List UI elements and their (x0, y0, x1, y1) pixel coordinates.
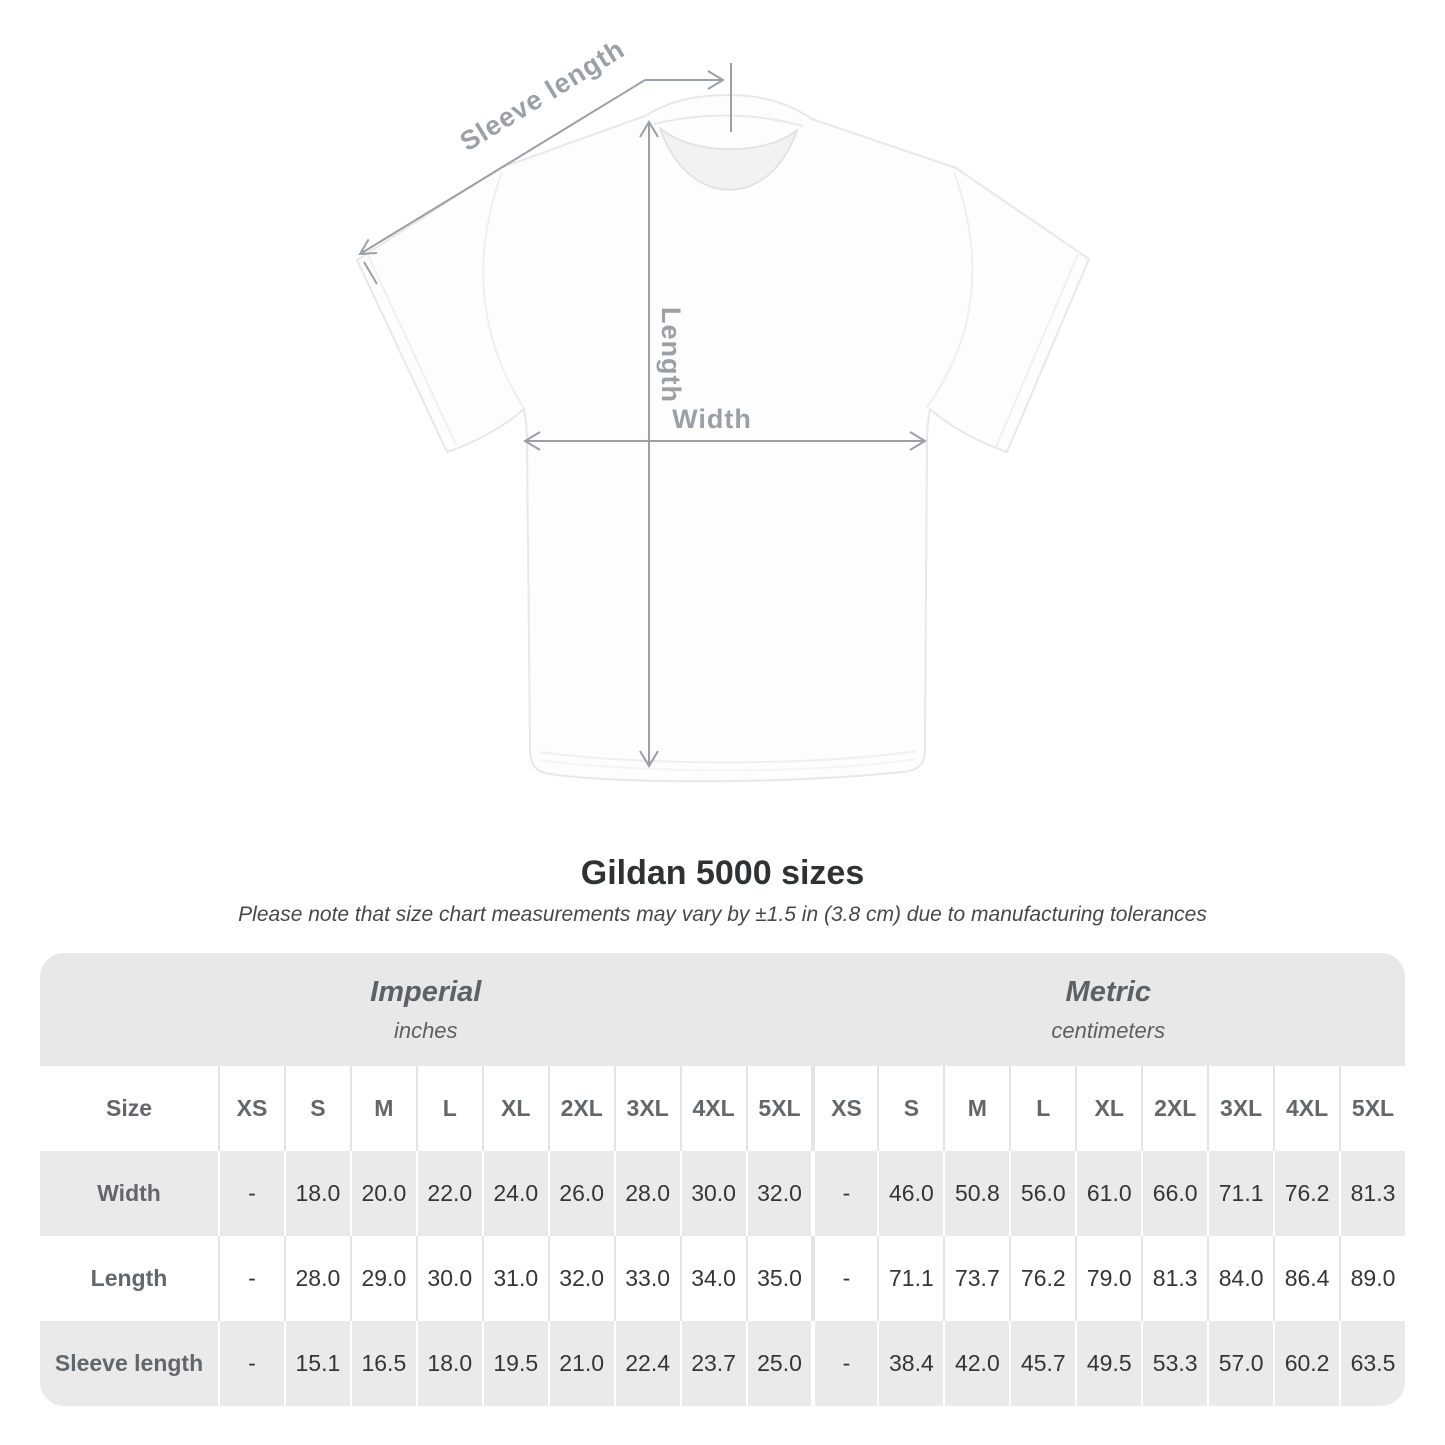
cell-metric-3xl: 84.0 (1207, 1236, 1274, 1321)
cell-metric-xl: 61.0 (1075, 1151, 1142, 1236)
tolerance-note: Please note that size chart measurements… (238, 903, 1207, 926)
cell-metric-m: 50.8 (943, 1151, 1010, 1236)
size-header-imperial-l: L (415, 1066, 482, 1151)
cell-metric-l: 76.2 (1009, 1236, 1076, 1321)
cell-metric-m: 42.0 (943, 1321, 1010, 1406)
cell-imperial-xs: - (218, 1321, 284, 1406)
width-dimension-arrow (523, 431, 927, 451)
cell-metric-l: 45.7 (1009, 1321, 1076, 1406)
tshirt-measurement-diagram: Sleeve length Length Width (356, 34, 1090, 783)
cell-metric-xs: - (811, 1236, 878, 1321)
tshirt-diagram-svg: Sleeve length Length Width (356, 34, 1090, 783)
tshirt-graphic (356, 94, 1090, 783)
size-table-grid: Size XS S M L XL 2XL 3XL 4XL 5XL XS S M L XL 2XL 3XL 4XL 5… (40, 1066, 1405, 1406)
length-label: Length (656, 307, 686, 403)
size-header-imperial-xl: XL (481, 1066, 548, 1151)
imperial-group-header: Imperial inches (40, 953, 812, 1066)
cell-metric-s: 46.0 (877, 1151, 944, 1236)
length-dimension-arrow (639, 120, 659, 768)
cell-metric-m: 73.7 (943, 1236, 1010, 1321)
collar (659, 127, 798, 191)
cell-imperial-l: 18.0 (415, 1321, 482, 1406)
size-header-metric-3xl: 3XL (1207, 1066, 1274, 1151)
cell-metric-2xl: 81.3 (1141, 1236, 1208, 1321)
metric-unit: centimeters (1051, 1017, 1166, 1043)
size-header-imperial-3xl: 3XL (613, 1066, 680, 1151)
cell-metric-xl: 79.0 (1075, 1236, 1142, 1321)
cell-metric-l: 56.0 (1009, 1151, 1076, 1236)
cell-imperial-m: 29.0 (349, 1236, 416, 1321)
cell-metric-xs: - (811, 1151, 878, 1236)
sleeve-length-dimension-arrow (358, 63, 732, 285)
cell-imperial-3xl: 28.0 (613, 1151, 680, 1236)
cell-metric-3xl: 71.1 (1207, 1151, 1274, 1236)
imperial-unit: inches (393, 1017, 458, 1043)
size-header-imperial-xs: XS (218, 1066, 284, 1151)
cell-imperial-xl: 19.5 (481, 1321, 548, 1406)
cell-imperial-3xl: 22.4 (613, 1321, 680, 1406)
size-header-imperial-s: S (283, 1066, 350, 1151)
cell-metric-5xl: 81.3 (1339, 1151, 1405, 1236)
size-header-metric-2xl: 2XL (1141, 1066, 1208, 1151)
size-header-imperial-4xl: 4XL (679, 1066, 746, 1151)
cell-imperial-4xl: 30.0 (679, 1151, 746, 1236)
cell-imperial-m: 16.5 (349, 1321, 416, 1406)
cell-imperial-s: 18.0 (283, 1151, 350, 1236)
size-header-metric-l: L (1009, 1066, 1076, 1151)
cell-imperial-2xl: 26.0 (547, 1151, 614, 1236)
cell-imperial-l: 30.0 (415, 1236, 482, 1321)
size-chart-table: Imperial inches Metric centimeters Size X… (40, 953, 1405, 1406)
cell-imperial-xs: - (218, 1236, 284, 1321)
cell-metric-s: 38.4 (877, 1321, 944, 1406)
size-header-metric-m: M (943, 1066, 1010, 1151)
cell-metric-xl: 49.5 (1075, 1321, 1142, 1406)
size-header-imperial-2xl: 2XL (547, 1066, 614, 1151)
cell-imperial-4xl: 34.0 (679, 1236, 746, 1321)
cell-imperial-5xl: 35.0 (745, 1236, 812, 1321)
cell-imperial-xs: - (218, 1151, 284, 1236)
cell-metric-4xl: 76.2 (1273, 1151, 1340, 1236)
cell-imperial-s: 15.1 (283, 1321, 350, 1406)
cell-metric-5xl: 89.0 (1339, 1236, 1405, 1321)
size-header-imperial-5xl: 5XL (745, 1066, 812, 1151)
cell-metric-2xl: 53.3 (1141, 1321, 1208, 1406)
row-label: Width (40, 1151, 218, 1236)
size-header-imperial-m: M (349, 1066, 416, 1151)
page-title: Gildan 5000 sizes (580, 854, 865, 892)
size-header-metric-4xl: 4XL (1273, 1066, 1340, 1151)
cell-imperial-s: 28.0 (283, 1236, 350, 1321)
cell-imperial-xl: 31.0 (481, 1236, 548, 1321)
cell-metric-4xl: 60.2 (1273, 1321, 1340, 1406)
size-header-metric-s: S (877, 1066, 944, 1151)
cell-metric-5xl: 63.5 (1339, 1321, 1405, 1406)
cell-imperial-5xl: 25.0 (745, 1321, 812, 1406)
size-header-metric-5xl: 5XL (1339, 1066, 1405, 1151)
size-header-metric-xl: XL (1075, 1066, 1142, 1151)
cell-metric-2xl: 66.0 (1141, 1151, 1208, 1236)
row-label: Length (40, 1236, 218, 1321)
unit-header-band: Imperial inches Metric centimeters (40, 953, 1405, 1066)
cell-imperial-5xl: 32.0 (745, 1151, 812, 1236)
cell-imperial-2xl: 21.0 (547, 1321, 614, 1406)
size-header-metric-xs: XS (811, 1066, 878, 1151)
cell-imperial-xl: 24.0 (481, 1151, 548, 1236)
cell-metric-xs: - (811, 1321, 878, 1406)
cell-imperial-l: 22.0 (415, 1151, 482, 1236)
metric-label: Metric (1065, 975, 1151, 1008)
cell-metric-4xl: 86.4 (1273, 1236, 1340, 1321)
size-column-header: Size (40, 1066, 218, 1151)
imperial-label: Imperial (370, 975, 482, 1008)
width-label: Width (672, 404, 752, 434)
cell-imperial-4xl: 23.7 (679, 1321, 746, 1406)
cell-imperial-m: 20.0 (349, 1151, 416, 1236)
metric-group-header: Metric centimeters (812, 953, 1406, 1066)
cell-imperial-3xl: 33.0 (613, 1236, 680, 1321)
row-label: Sleeve length (40, 1321, 218, 1406)
cell-metric-3xl: 57.0 (1207, 1321, 1274, 1406)
cell-imperial-2xl: 32.0 (547, 1236, 614, 1321)
cell-metric-s: 71.1 (877, 1236, 944, 1321)
